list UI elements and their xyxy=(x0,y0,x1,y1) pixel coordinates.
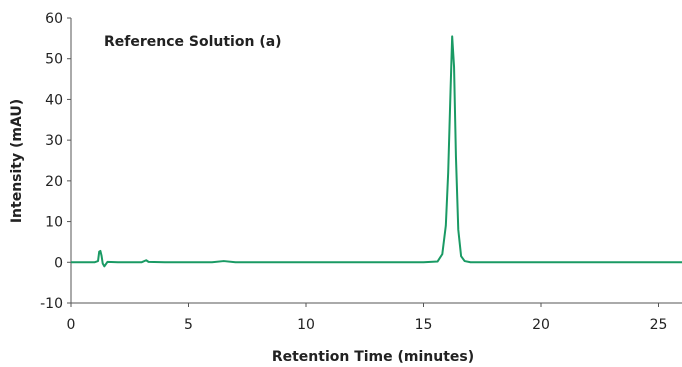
axes xyxy=(70,18,682,304)
y-tick-label: 20 xyxy=(45,174,63,190)
series-line xyxy=(71,35,682,268)
y-tick-label: 60 xyxy=(45,11,63,27)
y-tick-label: 0 xyxy=(54,255,63,271)
x-axis-title: Retention Time (minutes) xyxy=(272,349,474,365)
y-axis-title: Intensity (mAU) xyxy=(9,99,25,223)
y-tick-label: 40 xyxy=(45,92,63,108)
y-tick-label: 50 xyxy=(45,52,63,68)
y-tick-label: 10 xyxy=(45,215,63,231)
x-tick-label: 20 xyxy=(532,317,550,333)
y-tick-label: -10 xyxy=(40,296,63,312)
series xyxy=(71,35,682,268)
x-tick-label: 0 xyxy=(67,317,76,333)
x-tick-label: 15 xyxy=(415,317,433,333)
y-tick-label: 30 xyxy=(45,133,63,149)
chart-annotation: Reference Solution (a) xyxy=(104,34,282,50)
x-tick-label: 10 xyxy=(297,317,315,333)
x-tick-label: 25 xyxy=(650,317,668,333)
x-tick-label: 5 xyxy=(184,317,193,333)
